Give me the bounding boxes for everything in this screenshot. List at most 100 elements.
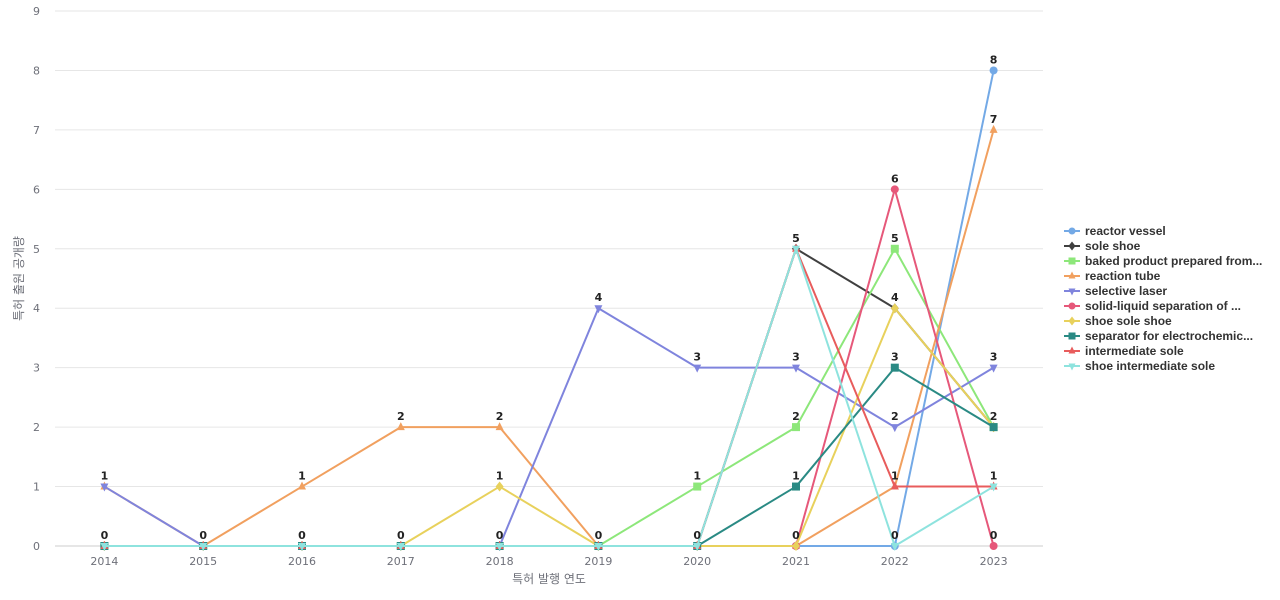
data-point[interactable] bbox=[890, 424, 899, 433]
series-line bbox=[104, 247, 994, 547]
data-point[interactable] bbox=[890, 185, 899, 194]
data-label: 1 bbox=[101, 470, 109, 483]
legend-item[interactable]: intermediate sole bbox=[1064, 344, 1184, 358]
legend-item[interactable]: solid-liquid separation of ... bbox=[1064, 299, 1241, 313]
data-label: 3 bbox=[891, 351, 899, 364]
data-point[interactable] bbox=[989, 542, 998, 550]
legend-marker bbox=[1068, 241, 1076, 251]
data-label: 3 bbox=[693, 351, 701, 364]
y-tick-label: 5 bbox=[33, 243, 40, 256]
data-point[interactable] bbox=[594, 305, 603, 314]
series-line bbox=[104, 366, 995, 547]
legend-item[interactable]: shoe sole shoe bbox=[1064, 314, 1172, 328]
data-point[interactable] bbox=[396, 422, 405, 431]
x-tick-label: 2020 bbox=[683, 555, 711, 568]
data-label: 2 bbox=[496, 410, 504, 423]
y-tick-label: 7 bbox=[33, 124, 40, 137]
data-labels: 1 0 0 1 0 2 0 2 1 0 4 0 3 1 0 5 3 2 1 0 6 5 4 3 2 1 0 8 7 3 2 1 0 bbox=[101, 53, 998, 542]
series-line bbox=[104, 247, 995, 547]
legend-item[interactable]: reactor vessel bbox=[1064, 224, 1166, 238]
data-point[interactable] bbox=[890, 244, 899, 253]
data-point[interactable] bbox=[495, 543, 504, 551]
legend-item[interactable]: shoe intermediate sole bbox=[1064, 359, 1215, 373]
y-tick-label: 2 bbox=[33, 421, 40, 434]
x-tick-label: 2015 bbox=[189, 555, 217, 568]
data-point[interactable] bbox=[989, 124, 998, 133]
data-point[interactable] bbox=[890, 481, 899, 490]
legend-item[interactable]: reaction tube bbox=[1064, 269, 1161, 283]
legend-label: shoe intermediate sole bbox=[1085, 359, 1215, 373]
data-point[interactable] bbox=[693, 364, 702, 373]
x-tick-label: 2018 bbox=[486, 555, 514, 568]
y-tick-label: 0 bbox=[33, 540, 40, 553]
legend-marker bbox=[1068, 363, 1076, 371]
x-tick-label: 2017 bbox=[387, 555, 415, 568]
data-label: 0 bbox=[298, 529, 306, 542]
data-point[interactable] bbox=[792, 364, 800, 373]
series-10 bbox=[100, 245, 998, 551]
x-tick-label: 2019 bbox=[584, 555, 612, 568]
data-point[interactable] bbox=[199, 543, 208, 551]
data-point[interactable] bbox=[100, 543, 109, 551]
data-label: 2 bbox=[792, 410, 800, 423]
data-point[interactable] bbox=[100, 483, 109, 492]
data-point[interactable] bbox=[989, 364, 998, 373]
data-label: 3 bbox=[990, 351, 998, 364]
data-point[interactable] bbox=[495, 422, 504, 431]
legend-item[interactable]: baked product prepared from... bbox=[1064, 254, 1262, 268]
legend-marker bbox=[1068, 346, 1076, 354]
legend-marker bbox=[1068, 316, 1076, 326]
data-point[interactable] bbox=[396, 543, 405, 551]
legend-item[interactable]: separator for electrochemic... bbox=[1064, 329, 1253, 343]
data-label: 0 bbox=[990, 529, 998, 542]
data-point[interactable] bbox=[298, 481, 306, 490]
data-point[interactable] bbox=[594, 543, 603, 551]
data-point[interactable] bbox=[989, 483, 998, 492]
data-label: 1 bbox=[693, 470, 701, 483]
data-point[interactable] bbox=[792, 541, 800, 551]
data-label: 8 bbox=[990, 53, 998, 66]
legend-marker bbox=[1068, 288, 1076, 296]
data-point[interactable] bbox=[298, 543, 306, 551]
data-point[interactable] bbox=[495, 481, 504, 492]
data-point[interactable] bbox=[989, 423, 998, 432]
series-line bbox=[104, 247, 995, 547]
y-tick-label: 3 bbox=[33, 362, 40, 375]
y-tick-label: 4 bbox=[33, 302, 40, 315]
data-label: 1 bbox=[792, 470, 800, 483]
y-axis-ticks: 0 1 2 3 4 5 6 7 8 9 bbox=[33, 5, 40, 553]
data-point[interactable] bbox=[890, 543, 899, 551]
legend-label: shoe sole shoe bbox=[1085, 314, 1172, 328]
series-line bbox=[103, 129, 995, 547]
y-tick-label: 9 bbox=[33, 5, 40, 18]
data-label: 2 bbox=[891, 410, 899, 423]
legend-item[interactable]: selective laser bbox=[1064, 284, 1167, 298]
legend-marker bbox=[1068, 271, 1076, 279]
data-label: 1 bbox=[298, 470, 306, 483]
y-axis-title: 특허 출원 공개량 bbox=[12, 236, 26, 321]
x-tick-label: 2021 bbox=[782, 555, 810, 568]
data-point[interactable] bbox=[693, 482, 702, 491]
x-axis-ticks: 2014 2015 2016 2017 2018 2019 2020 2021 2022 2023 bbox=[90, 555, 1007, 568]
data-point[interactable] bbox=[792, 482, 800, 491]
legend-marker bbox=[1068, 257, 1076, 265]
data-label: 2 bbox=[397, 410, 405, 423]
series-4 bbox=[100, 124, 998, 549]
series-3 bbox=[100, 244, 998, 550]
legend-label: baked product prepared from... bbox=[1085, 254, 1262, 268]
y-tick-label: 1 bbox=[33, 481, 40, 494]
series-8 bbox=[100, 363, 998, 550]
data-label: 5 bbox=[792, 232, 800, 245]
data-point[interactable] bbox=[890, 363, 899, 372]
x-tick-label: 2016 bbox=[288, 555, 316, 568]
legend-marker bbox=[1068, 332, 1076, 340]
data-point[interactable] bbox=[693, 543, 702, 551]
data-point[interactable] bbox=[890, 303, 899, 314]
data-point[interactable] bbox=[989, 66, 998, 75]
data-label: 2 bbox=[990, 410, 998, 423]
data-point[interactable] bbox=[792, 423, 800, 432]
data-point[interactable] bbox=[792, 245, 800, 254]
data-label: 0 bbox=[595, 529, 603, 542]
legend-item[interactable]: sole shoe bbox=[1064, 239, 1141, 253]
